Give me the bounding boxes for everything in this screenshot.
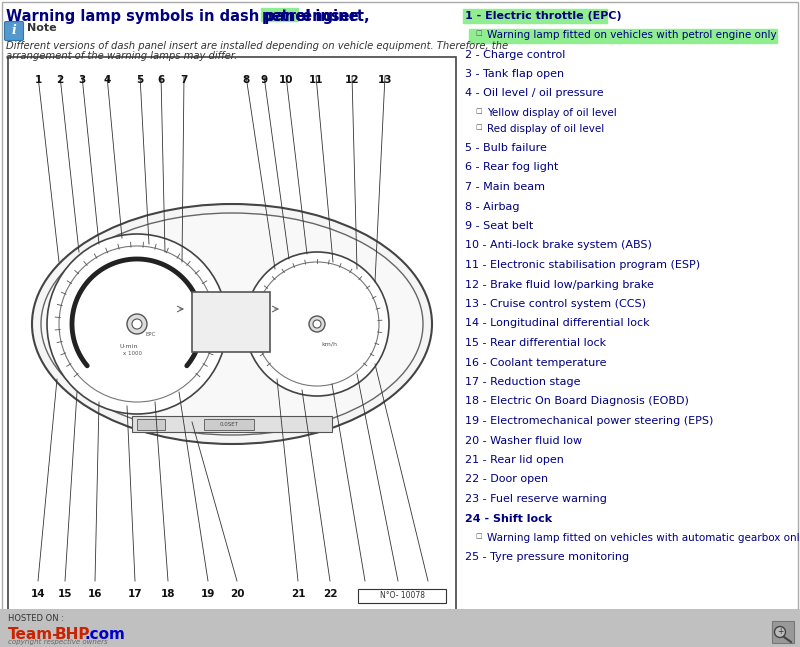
- Text: petrol: petrol: [262, 9, 312, 24]
- Text: 15: 15: [58, 589, 72, 599]
- Text: 12 - Brake fluid low/parking brake: 12 - Brake fluid low/parking brake: [465, 280, 654, 289]
- Text: km/h: km/h: [321, 342, 337, 347]
- Text: BHP: BHP: [55, 627, 90, 642]
- Text: 3 - Tank flap open: 3 - Tank flap open: [465, 69, 564, 79]
- Text: 2: 2: [56, 75, 64, 85]
- Text: Different versions of dash panel insert are installed depending on vehicle equip: Different versions of dash panel insert …: [6, 41, 508, 51]
- Text: Red display of oil level: Red display of oil level: [487, 124, 604, 134]
- Circle shape: [127, 314, 147, 334]
- Text: 22: 22: [322, 589, 338, 599]
- FancyBboxPatch shape: [261, 8, 298, 21]
- Text: 21 - Rear lid open: 21 - Rear lid open: [465, 455, 564, 465]
- Bar: [137, 419, 165, 430]
- Text: 25 - Tyre pressure monitoring: 25 - Tyre pressure monitoring: [465, 552, 629, 562]
- Text: 14: 14: [30, 589, 46, 599]
- Text: .com: .com: [84, 627, 125, 642]
- Text: 20: 20: [230, 589, 244, 599]
- Text: □: □: [475, 30, 482, 36]
- Text: 11: 11: [309, 75, 323, 85]
- Text: 8: 8: [242, 75, 250, 85]
- Text: 25: 25: [421, 589, 435, 599]
- Text: Team-: Team-: [8, 627, 59, 642]
- Text: x 1000: x 1000: [123, 351, 142, 356]
- Text: 12: 12: [345, 75, 359, 85]
- Bar: [204, 419, 254, 430]
- Text: arrangement of the warning lamps may differ.: arrangement of the warning lamps may dif…: [6, 51, 237, 61]
- Text: 16 - Coolant temperature: 16 - Coolant temperature: [465, 358, 606, 367]
- Text: 24: 24: [390, 589, 406, 599]
- FancyBboxPatch shape: [469, 28, 777, 43]
- Ellipse shape: [41, 213, 423, 435]
- Bar: [772, 621, 794, 643]
- Bar: [358, 589, 446, 603]
- Text: 7: 7: [180, 75, 188, 85]
- Text: 23: 23: [358, 589, 372, 599]
- Text: □: □: [475, 108, 482, 114]
- Text: engine: engine: [297, 9, 358, 24]
- Text: EPC: EPC: [145, 332, 155, 337]
- Text: 5 - Bulb failure: 5 - Bulb failure: [465, 143, 547, 153]
- Text: 8 - Airbag: 8 - Airbag: [465, 201, 519, 212]
- FancyBboxPatch shape: [5, 21, 23, 41]
- Text: □: □: [475, 124, 482, 130]
- Text: 1 - Electric throttle (EPC): 1 - Electric throttle (EPC): [465, 11, 622, 21]
- Text: 10: 10: [278, 75, 294, 85]
- Text: 13 - Cruise control system (CCS): 13 - Cruise control system (CCS): [465, 299, 646, 309]
- Bar: [192, 292, 270, 352]
- Text: 2 - Charge control: 2 - Charge control: [465, 50, 566, 60]
- Text: 7 - Main beam: 7 - Main beam: [465, 182, 545, 192]
- Text: □: □: [475, 533, 482, 539]
- Text: 19 - Electromechanical power steering (EPS): 19 - Electromechanical power steering (E…: [465, 416, 714, 426]
- Text: 15 - Rear differential lock: 15 - Rear differential lock: [465, 338, 606, 348]
- Circle shape: [774, 626, 786, 637]
- Text: 16: 16: [88, 589, 102, 599]
- Circle shape: [47, 234, 227, 414]
- Bar: [0, 609, 800, 647]
- Text: 18 - Electric On Board Diagnosis (EOBD): 18 - Electric On Board Diagnosis (EOBD): [465, 397, 689, 406]
- Text: Yellow display of oil level: Yellow display of oil level: [487, 108, 617, 118]
- Text: 6 - Rear fog light: 6 - Rear fog light: [465, 162, 558, 173]
- Circle shape: [132, 319, 142, 329]
- Text: 6: 6: [158, 75, 165, 85]
- Text: 0.0SET: 0.0SET: [219, 421, 238, 426]
- Text: 17 - Reduction stage: 17 - Reduction stage: [465, 377, 581, 387]
- Text: 21: 21: [290, 589, 306, 599]
- Text: 17: 17: [128, 589, 142, 599]
- Text: +: +: [777, 628, 783, 637]
- Text: 11 - Electronic stabilisation program (ESP): 11 - Electronic stabilisation program (E…: [465, 260, 700, 270]
- Text: 3: 3: [78, 75, 86, 85]
- Text: copyright respective owners: copyright respective owners: [8, 639, 108, 645]
- Bar: [8, 57, 456, 611]
- Text: 22 - Door open: 22 - Door open: [465, 474, 548, 485]
- Bar: [132, 416, 332, 432]
- FancyBboxPatch shape: [463, 9, 607, 23]
- Text: 18: 18: [161, 589, 175, 599]
- Text: 9: 9: [261, 75, 267, 85]
- Text: 1: 1: [34, 75, 42, 85]
- Text: 13: 13: [378, 75, 392, 85]
- Text: Warning lamp symbols in dash panel insert,: Warning lamp symbols in dash panel inser…: [6, 9, 374, 24]
- Text: 20 - Washer fluid low: 20 - Washer fluid low: [465, 435, 582, 446]
- Text: i: i: [12, 25, 16, 38]
- Text: 10 - Anti-lock brake system (ABS): 10 - Anti-lock brake system (ABS): [465, 241, 652, 250]
- Text: 4: 4: [103, 75, 110, 85]
- Text: Warning lamp fitted on vehicles with petrol engine only: Warning lamp fitted on vehicles with pet…: [487, 30, 777, 41]
- Text: U·min: U·min: [119, 344, 138, 349]
- Text: HOSTED ON :: HOSTED ON :: [8, 614, 64, 623]
- Text: 4 - Oil level / oil pressure: 4 - Oil level / oil pressure: [465, 89, 604, 98]
- Text: N°O- 10078: N°O- 10078: [379, 591, 425, 600]
- Circle shape: [245, 252, 389, 396]
- Text: 5: 5: [136, 75, 144, 85]
- Ellipse shape: [32, 204, 432, 444]
- Circle shape: [309, 316, 325, 332]
- Circle shape: [313, 320, 321, 328]
- Text: 14 - Longitudinal differential lock: 14 - Longitudinal differential lock: [465, 318, 650, 329]
- Text: Warning lamp fitted on vehicles with automatic gearbox only: Warning lamp fitted on vehicles with aut…: [487, 533, 800, 543]
- Text: 19: 19: [201, 589, 215, 599]
- Text: Note: Note: [27, 23, 57, 33]
- Text: 9 - Seat belt: 9 - Seat belt: [465, 221, 534, 231]
- Text: 24 - Shift lock: 24 - Shift lock: [465, 514, 552, 523]
- Text: 23 - Fuel reserve warning: 23 - Fuel reserve warning: [465, 494, 607, 504]
